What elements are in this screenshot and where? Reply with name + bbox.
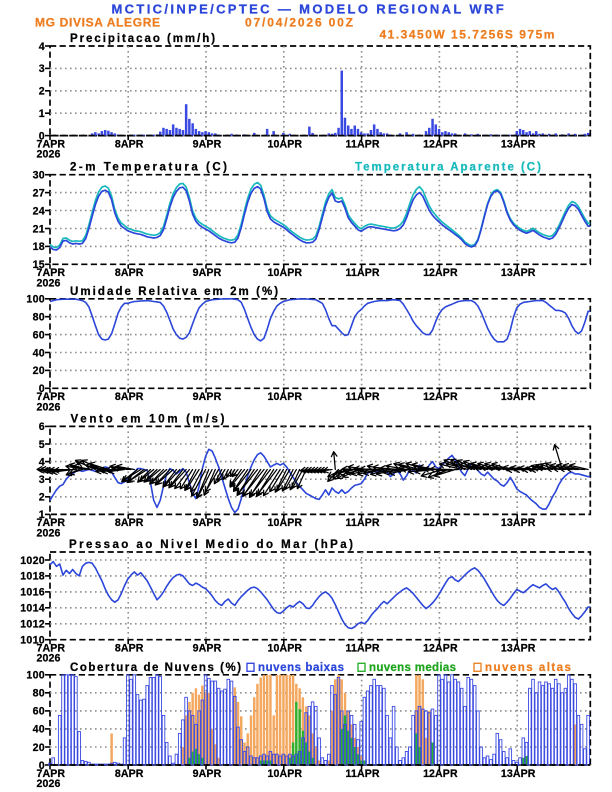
svg-text:2: 2 — [39, 492, 45, 504]
svg-text:20: 20 — [33, 742, 45, 754]
svg-text:Temperatura Aparente (C): Temperatura Aparente (C) — [355, 162, 543, 174]
svg-text:1014: 1014 — [20, 603, 45, 615]
svg-text:3: 3 — [39, 474, 45, 486]
svg-text:9APR: 9APR — [193, 138, 222, 150]
svg-text:8APR: 8APR — [115, 768, 144, 780]
svg-text:10APR: 10APR — [267, 517, 302, 529]
svg-text:07/04/2026 00Z: 07/04/2026 00Z — [245, 16, 355, 30]
svg-text:60: 60 — [33, 706, 45, 718]
svg-text:9APR: 9APR — [193, 643, 222, 655]
svg-text:1: 1 — [39, 509, 45, 521]
svg-text:3: 3 — [39, 63, 45, 75]
svg-text:13APR: 13APR — [501, 768, 536, 780]
svg-text:0: 0 — [39, 130, 45, 142]
svg-text:2026: 2026 — [37, 149, 61, 161]
svg-text:Cobertura de Nuvens (%): Cobertura de Nuvens (%) — [70, 662, 243, 674]
svg-text:9APR: 9APR — [193, 517, 222, 529]
svg-text:5: 5 — [39, 439, 45, 451]
svg-text:Pressao ao Nivel Medio do Mar: Pressao ao Nivel Medio do Mar (hPa) — [69, 539, 355, 551]
svg-text:11APR: 11APR — [346, 391, 380, 403]
svg-text:13APR: 13APR — [501, 643, 536, 655]
svg-text:1016: 1016 — [20, 587, 45, 599]
svg-text:8APR: 8APR — [115, 138, 144, 150]
svg-text:11APR: 11APR — [346, 517, 380, 529]
svg-text:41.3450W 15.7256S 975m: 41.3450W 15.7256S 975m — [380, 28, 556, 42]
svg-text:10APR: 10APR — [267, 267, 302, 279]
svg-text:12APR: 12APR — [423, 768, 458, 780]
svg-text:8APR: 8APR — [115, 643, 144, 655]
svg-text:18: 18 — [33, 241, 45, 253]
svg-text:80: 80 — [33, 688, 45, 700]
svg-text:4: 4 — [39, 41, 45, 53]
svg-text:10APR: 10APR — [267, 391, 302, 403]
svg-text:11APR: 11APR — [346, 267, 380, 279]
svg-text:15: 15 — [33, 259, 45, 271]
svg-text:2026: 2026 — [37, 401, 61, 413]
svg-text:1012: 1012 — [20, 619, 45, 631]
svg-text:2026: 2026 — [37, 778, 61, 790]
svg-text:8APR: 8APR — [115, 391, 144, 403]
svg-text:0: 0 — [39, 760, 45, 772]
svg-text:13APR: 13APR — [501, 517, 536, 529]
svg-text:MG DIVISA ALEGRE: MG DIVISA ALEGRE — [35, 16, 161, 30]
svg-text:Precipitacao (mm/h): Precipitacao (mm/h) — [70, 33, 217, 45]
svg-text:1010: 1010 — [20, 635, 45, 647]
svg-text:10APR: 10APR — [267, 138, 302, 150]
svg-text:12APR: 12APR — [423, 517, 458, 529]
svg-text:4: 4 — [39, 456, 45, 468]
svg-text:7APR: 7APR — [37, 643, 66, 655]
svg-text:2026: 2026 — [37, 653, 61, 665]
svg-text:nuvens medias: nuvens medias — [369, 662, 456, 674]
svg-text:24: 24 — [33, 205, 45, 217]
svg-text:100: 100 — [26, 294, 45, 306]
svg-text:2026: 2026 — [37, 277, 61, 289]
svg-text:Vento em 10m (m/s): Vento em 10m (m/s) — [71, 413, 228, 425]
svg-text:100: 100 — [26, 670, 45, 682]
svg-text:21: 21 — [33, 223, 45, 235]
svg-text:10APR: 10APR — [267, 643, 302, 655]
svg-text:2026: 2026 — [37, 527, 61, 539]
svg-text:8APR: 8APR — [115, 517, 144, 529]
svg-text:13APR: 13APR — [501, 391, 536, 403]
svg-text:20: 20 — [33, 365, 45, 377]
svg-text:11APR: 11APR — [346, 138, 380, 150]
svg-text:7APR: 7APR — [37, 267, 66, 279]
svg-text:12APR: 12APR — [423, 138, 458, 150]
svg-text:2: 2 — [39, 86, 45, 98]
svg-text:30: 30 — [33, 170, 45, 182]
svg-text:7APR: 7APR — [37, 517, 66, 529]
svg-text:11APR: 11APR — [346, 643, 380, 655]
svg-text:0: 0 — [39, 383, 45, 395]
svg-text:nuvens altas: nuvens altas — [485, 662, 572, 674]
svg-text:12APR: 12APR — [423, 391, 458, 403]
svg-text:12APR: 12APR — [423, 267, 458, 279]
svg-text:9APR: 9APR — [193, 768, 222, 780]
svg-text:40: 40 — [33, 347, 45, 359]
svg-text:27: 27 — [33, 187, 45, 199]
svg-text:7APR: 7APR — [37, 138, 66, 150]
svg-text:7APR: 7APR — [37, 768, 66, 780]
svg-text:7APR: 7APR — [37, 391, 66, 403]
svg-text:10APR: 10APR — [267, 768, 302, 780]
svg-text:9APR: 9APR — [193, 267, 222, 279]
svg-text:1020: 1020 — [20, 555, 45, 567]
svg-text:80: 80 — [33, 312, 45, 324]
svg-text:9APR: 9APR — [193, 391, 222, 403]
svg-text:60: 60 — [33, 329, 45, 341]
svg-text:nuvens baixas: nuvens baixas — [258, 662, 345, 674]
svg-text:12APR: 12APR — [423, 643, 458, 655]
svg-text:6: 6 — [39, 421, 45, 433]
svg-text:8APR: 8APR — [115, 267, 144, 279]
svg-text:11APR: 11APR — [346, 768, 380, 780]
svg-text:40: 40 — [33, 724, 45, 736]
svg-text:Umidade Relativa em 2m (%): Umidade Relativa em 2m (%) — [70, 286, 280, 298]
svg-text:2-m Temperatura (C): 2-m Temperatura (C) — [70, 162, 230, 174]
svg-text:1: 1 — [39, 108, 45, 120]
svg-text:MCTIC/INPE/CPTEC — MODELO REGI: MCTIC/INPE/CPTEC — MODELO REGIONAL WRF — [112, 1, 507, 16]
svg-text:1018: 1018 — [20, 571, 45, 583]
svg-text:13APR: 13APR — [501, 267, 536, 279]
svg-text:13APR: 13APR — [501, 138, 536, 150]
